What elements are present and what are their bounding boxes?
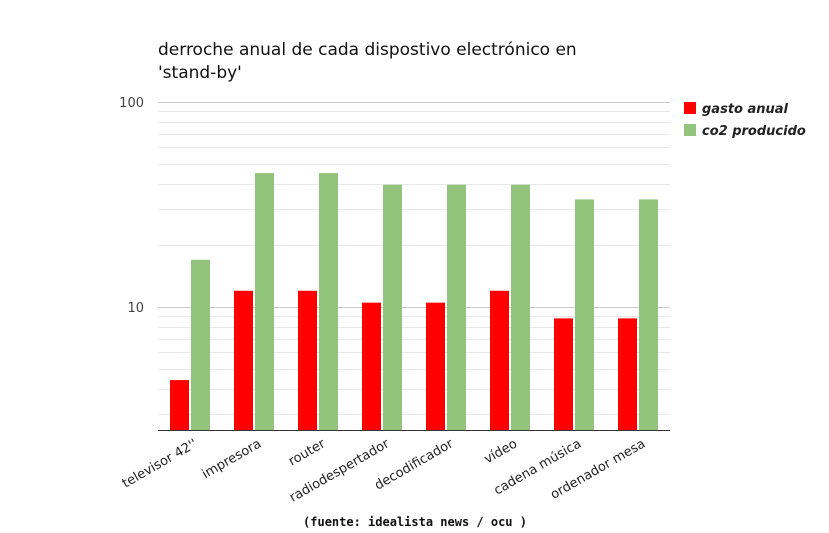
bar-co2-producido	[511, 184, 530, 430]
legend: gasto anual co2 producido	[684, 102, 806, 139]
legend-label: co2 producido	[702, 124, 806, 139]
bars	[170, 173, 658, 430]
y-tick-label: 100	[119, 96, 144, 111]
category-labels: televisor 42'' impresora routerradiodesper…	[120, 436, 648, 506]
bar-co2-producido	[447, 184, 466, 430]
bar-co2-producido	[639, 199, 658, 430]
bar-co2-producido	[191, 259, 210, 430]
bar-gasto-anual	[426, 302, 445, 430]
chart-title-line-2: 'stand-by'	[158, 63, 242, 83]
bar-co2-producido	[383, 184, 402, 430]
bar-gasto-anual	[362, 302, 381, 430]
category-label: impresora	[200, 436, 264, 482]
category-label: televisor 42''	[120, 436, 200, 491]
legend-swatch	[684, 124, 696, 136]
category-label: router	[286, 436, 328, 469]
bar-gasto-anual	[298, 290, 317, 430]
y-axis-ticks: 10 100	[119, 96, 144, 316]
bar-gasto-anual	[554, 318, 573, 430]
chart-title-line-1: derroche anual de cada dispostivo electr…	[158, 40, 577, 60]
bar-co2-producido	[319, 173, 338, 430]
category-label: vídeo	[482, 436, 520, 467]
source-note: (fuente: idealista news / ocu )	[303, 515, 527, 529]
legend-label: gasto anual	[702, 102, 789, 117]
bar-gasto-anual	[618, 318, 637, 430]
bar-co2-producido	[575, 199, 594, 430]
bar-gasto-anual	[234, 290, 253, 430]
bar-gasto-anual	[490, 290, 509, 430]
legend-swatch	[684, 102, 696, 114]
y-tick-label: 10	[127, 301, 144, 316]
bar-gasto-anual	[170, 380, 189, 430]
bar-co2-producido	[255, 173, 274, 430]
